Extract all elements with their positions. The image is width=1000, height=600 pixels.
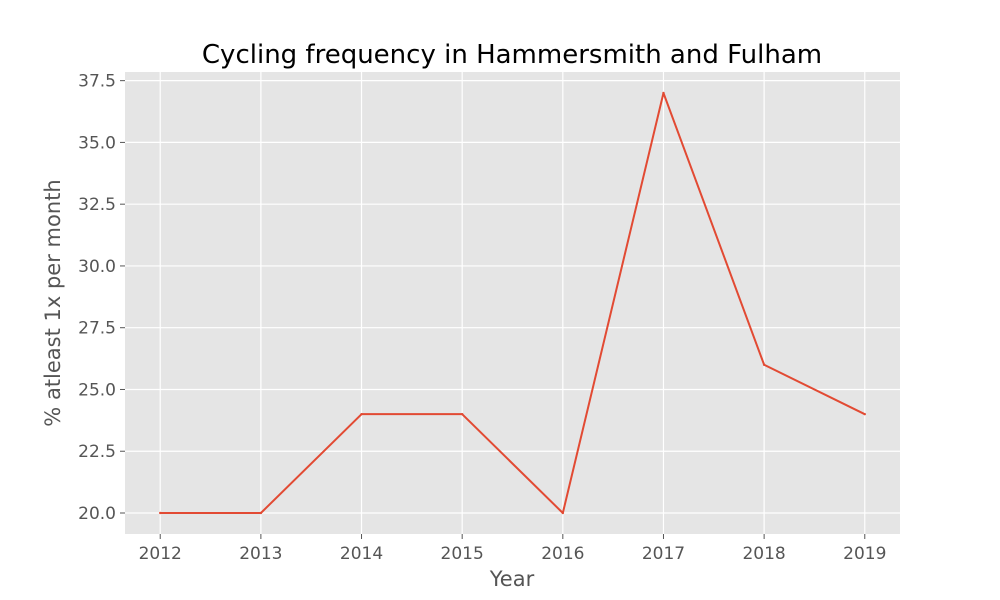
chart-title: Cycling frequency in Hammersmith and Ful… xyxy=(202,40,822,70)
x-tick-label: 2019 xyxy=(843,544,886,564)
series-layer xyxy=(159,91,866,515)
y-axis-label: % atleast 1x per month xyxy=(41,179,65,426)
y-tick-label: 22.5 xyxy=(78,442,116,462)
series-line xyxy=(160,92,866,514)
x-tick-label: 2015 xyxy=(441,544,484,564)
data-point xyxy=(360,412,363,416)
x-tick-labels: 2012 2013 2014 2015 2016 2017 2018 2019 xyxy=(139,544,887,564)
x-tick-label: 2018 xyxy=(742,544,785,564)
x-tick-label: 2016 xyxy=(541,544,584,564)
data-point xyxy=(662,91,665,95)
x-tick-label: 2012 xyxy=(139,544,182,564)
y-tick-label: 37.5 xyxy=(78,72,116,92)
x-tick-label: 2014 xyxy=(340,544,383,564)
y-tick-label: 30.0 xyxy=(78,257,116,277)
y-tick-label: 25.0 xyxy=(78,380,116,400)
y-tick-label: 20.0 xyxy=(78,504,116,524)
x-tick-label: 2013 xyxy=(239,544,282,564)
y-tick-labels: 20.0 22.5 25.0 27.5 30.0 32.5 35.0 37.5 xyxy=(78,72,116,524)
y-tick-label: 32.5 xyxy=(78,195,116,215)
data-point xyxy=(863,412,866,416)
data-point xyxy=(159,511,162,515)
data-point xyxy=(259,511,263,515)
x-axis-label: Year xyxy=(489,567,535,591)
data-point xyxy=(561,511,565,515)
y-tick-label: 35.0 xyxy=(78,133,116,153)
y-tick-label: 27.5 xyxy=(78,319,116,339)
tick-marks xyxy=(120,80,866,539)
data-point xyxy=(460,412,464,416)
plot-area xyxy=(125,72,900,534)
data-point xyxy=(762,363,766,366)
x-tick-label: 2017 xyxy=(642,544,685,564)
